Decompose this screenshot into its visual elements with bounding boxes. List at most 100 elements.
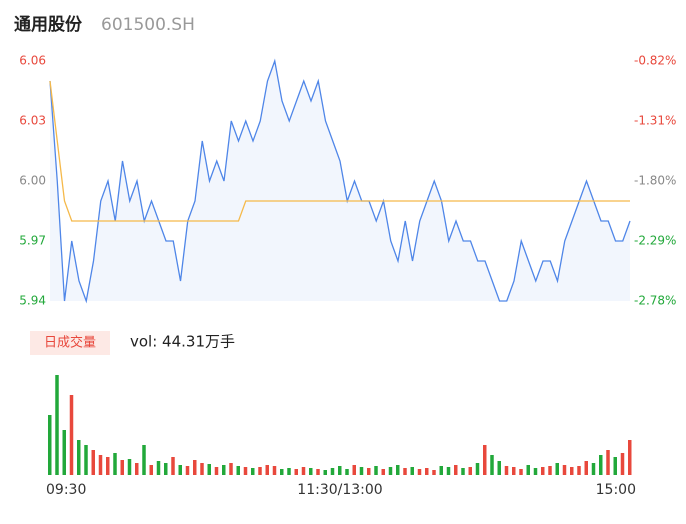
volume-bar [555, 463, 559, 475]
volume-bar [403, 468, 407, 475]
volume-bar [265, 465, 269, 475]
volume-bar [338, 466, 342, 475]
chart-subtitle: 601500.SH [101, 15, 195, 35]
volume-bar [309, 468, 313, 475]
volume-bar [497, 461, 501, 475]
x-tick-label: 15:00 [596, 482, 636, 498]
volume-bar [287, 468, 291, 475]
volume-bar [591, 463, 596, 475]
y-tick-label: 6.03 [19, 114, 46, 128]
volume-bar [164, 463, 168, 475]
volume-legend: 日成交量 [44, 335, 96, 351]
volume-bar [258, 467, 262, 475]
volume-bar [367, 468, 371, 475]
chart-title: 通用股份 [14, 14, 83, 35]
y-tick-label: 6.00 [19, 174, 46, 188]
volume-bar [432, 470, 436, 475]
volume-bar [294, 469, 298, 475]
volume-bar [606, 450, 610, 475]
volume-bar [113, 453, 117, 475]
volume-bar [156, 461, 161, 475]
volume-bar [323, 470, 327, 475]
volume-bar [171, 457, 175, 475]
y2-tick-label: -1.31% [634, 114, 676, 128]
volume-bar [548, 466, 552, 475]
volume-bar [526, 465, 530, 475]
volume-bar [577, 466, 581, 475]
volume-bar [120, 460, 124, 475]
volume-bar [446, 467, 451, 475]
volume-bar [519, 469, 523, 475]
average-line [49, 80, 630, 222]
volume-bar [98, 455, 103, 475]
volume-bar [229, 463, 233, 475]
volume-bar [193, 460, 197, 475]
volume-bar [512, 467, 516, 475]
volume-bar [388, 467, 393, 475]
volume-bar [301, 467, 306, 475]
volume-bar [243, 467, 248, 475]
price-area [50, 61, 630, 301]
volume-bar [345, 469, 349, 475]
volume-bar [185, 466, 190, 475]
price-line [49, 58, 631, 304]
volume-bar [468, 467, 472, 475]
y2-tick-label: -1.80% [634, 174, 676, 188]
volume-bar [48, 415, 52, 475]
volume-bar [236, 466, 240, 475]
volume-bar [584, 461, 588, 475]
volume-bar [142, 445, 146, 475]
volume-bar [381, 469, 385, 475]
volume-bar [91, 450, 95, 475]
volume-legend-box [30, 331, 110, 355]
volume-bar [214, 467, 219, 475]
volume-bar [84, 445, 88, 475]
volume-bar [613, 457, 617, 475]
y-tick-label: 5.97 [19, 234, 46, 248]
volume-bar [106, 457, 110, 475]
volume-bar [425, 468, 429, 475]
volume-bar [490, 455, 494, 475]
volume-bar [628, 440, 632, 475]
volume-bar [316, 469, 320, 475]
y-tick-label: 5.94 [19, 294, 46, 308]
x-tick-label: 11:30/13:00 [297, 482, 382, 498]
volume-bar [620, 453, 625, 475]
volume-bar [570, 467, 574, 475]
volume-bar [541, 467, 545, 475]
volume-bar [410, 467, 414, 475]
volume-bar [352, 465, 356, 475]
volume-bar [533, 468, 538, 475]
volume-bar [599, 455, 603, 475]
volume-bar [207, 464, 211, 475]
volume-bar [200, 463, 204, 475]
volume-bar [417, 469, 422, 475]
volume-bar [396, 465, 400, 475]
volume-bar [222, 465, 226, 475]
y2-tick-label: -2.29% [634, 234, 676, 248]
volume-bar [55, 375, 59, 475]
volume-bar [280, 469, 284, 475]
volume-text: vol: 44.31万手 [130, 333, 235, 351]
volume-bar [77, 440, 81, 475]
y-tick-label: 6.06 [19, 54, 46, 68]
volume-bar [475, 463, 480, 475]
y2-tick-label: -0.82% [634, 54, 676, 68]
volume-bar [374, 466, 378, 475]
x-tick-label: 09:30 [46, 482, 86, 498]
y2-tick-label: -2.78% [634, 294, 676, 308]
volume-bar [461, 468, 465, 475]
volume-bar [135, 463, 139, 475]
volume-bar [562, 465, 567, 475]
volume-bar [127, 459, 132, 475]
volume-bar [504, 466, 509, 475]
volume-bar [69, 395, 74, 475]
volume-bar [454, 465, 458, 475]
volume-bar [251, 468, 255, 475]
volume-bar [149, 465, 153, 475]
volume-bar [439, 466, 443, 475]
volume-bar [272, 466, 277, 475]
volume-bar [330, 468, 335, 475]
volume-bar [359, 467, 364, 475]
